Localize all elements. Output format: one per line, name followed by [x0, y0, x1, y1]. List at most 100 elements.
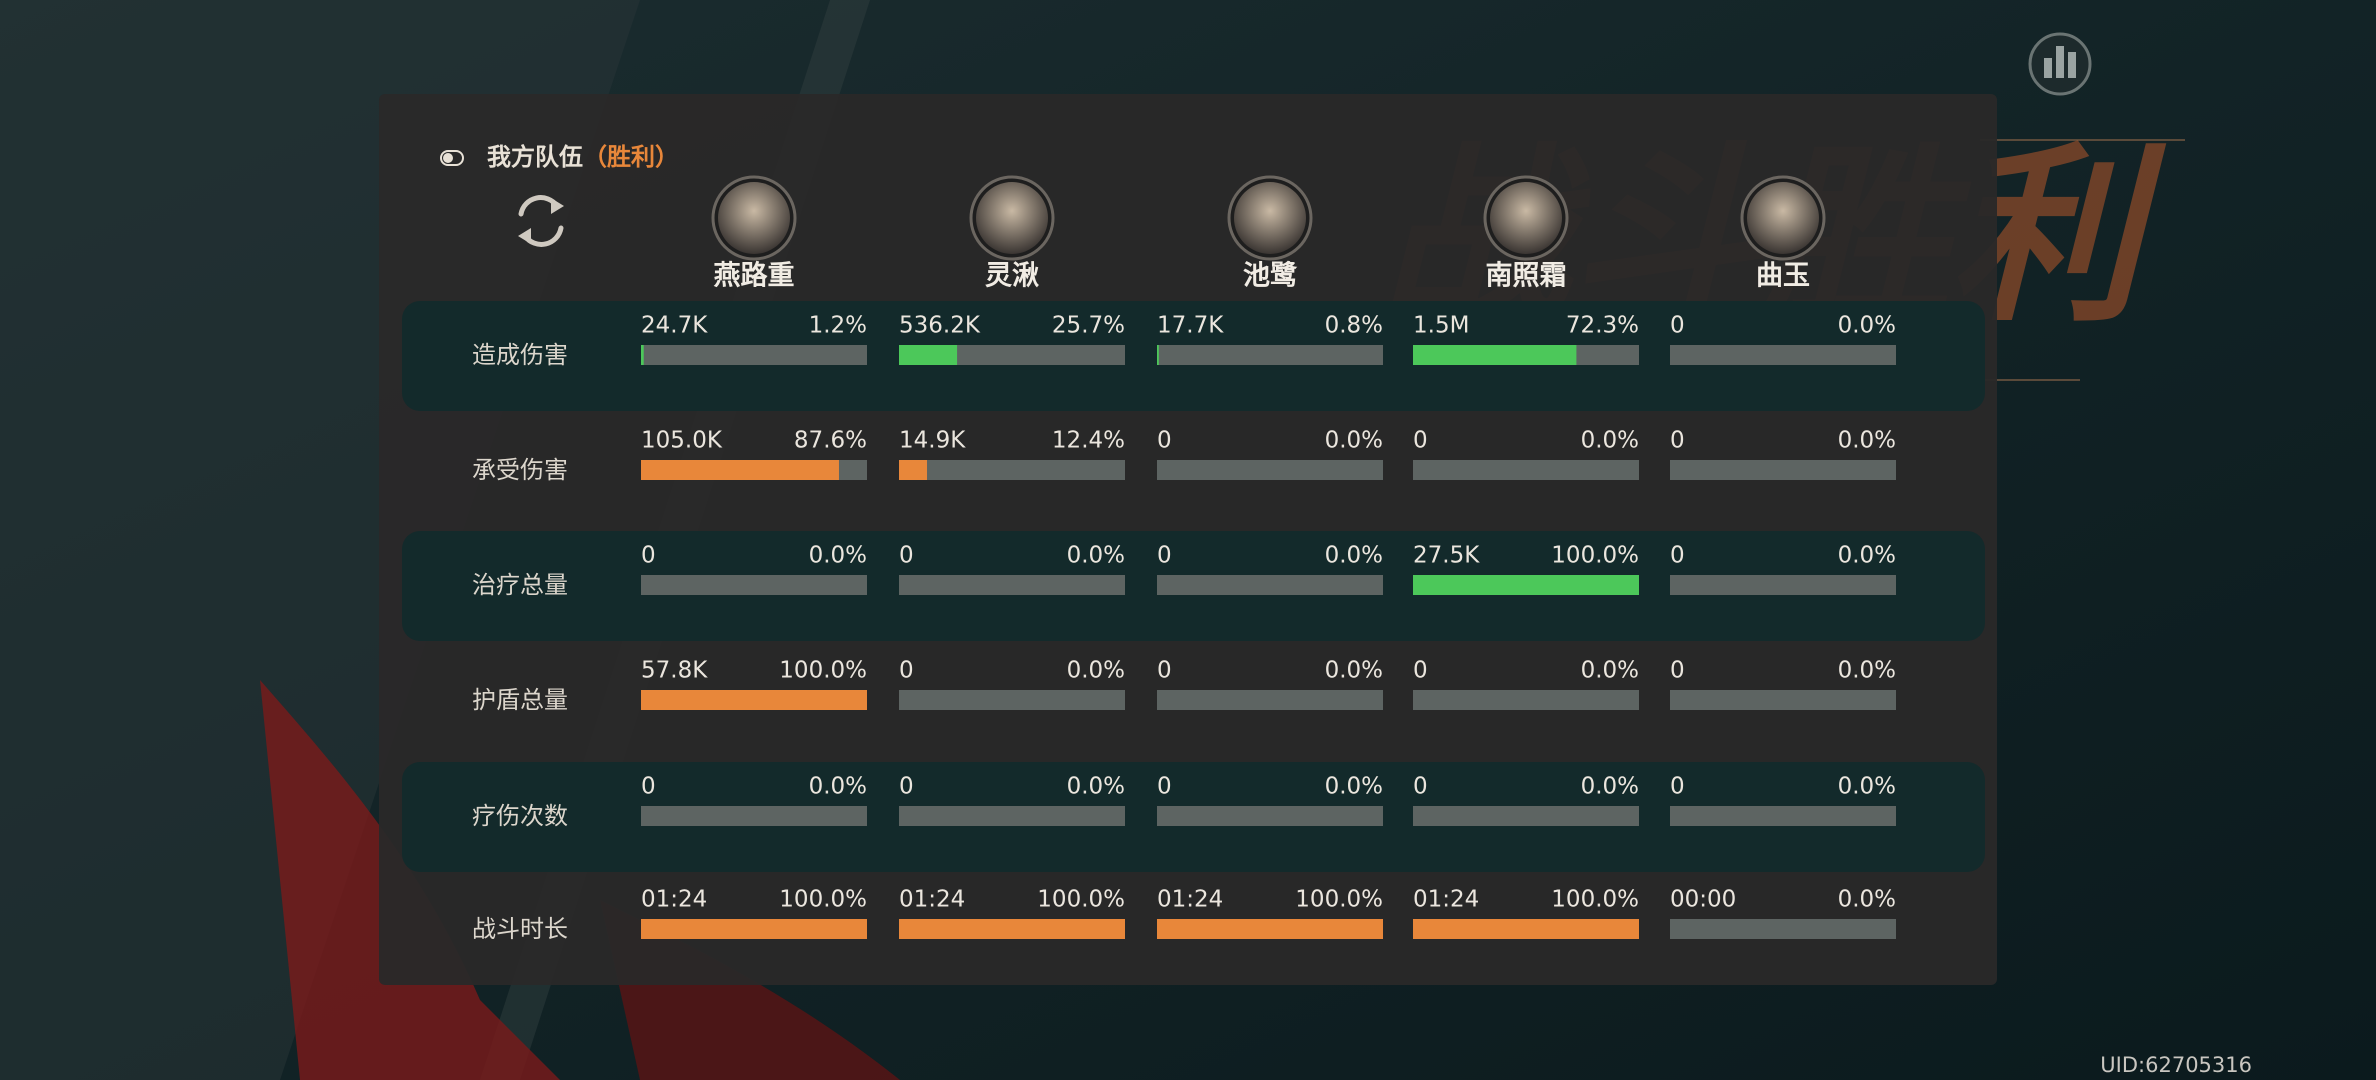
cell-value: 0 — [1413, 428, 1428, 454]
cell-value: 0 — [641, 774, 656, 800]
bar-fill — [641, 690, 867, 710]
cell-percent: 100.0% — [779, 887, 867, 913]
cell-value: 01:24 — [899, 887, 965, 913]
cell-value: 0 — [1670, 428, 1685, 454]
cell-value: 0 — [1413, 774, 1428, 800]
row-label: 造成伤害 — [472, 341, 568, 369]
cell-value: 0 — [1157, 658, 1172, 684]
cell-percent: 0.0% — [1838, 774, 1896, 800]
cell-value: 0 — [1670, 658, 1685, 684]
cell-percent: 100.0% — [779, 658, 867, 684]
refresh-button[interactable] — [518, 195, 564, 247]
bar-track — [1413, 690, 1639, 710]
avatar — [976, 182, 1048, 254]
cell-value: 0 — [1157, 774, 1172, 800]
bar-fill — [899, 345, 958, 365]
cell-value: 24.7K — [641, 313, 708, 339]
cell-value: 0 — [899, 658, 914, 684]
cell-value: 0 — [1157, 428, 1172, 454]
stats-icon-bar — [2056, 46, 2064, 78]
bar-track — [1157, 690, 1383, 710]
cell-value: 0 — [1413, 658, 1428, 684]
cell-percent: 100.0% — [1551, 887, 1639, 913]
bar-fill — [1157, 345, 1159, 365]
cell-value: 536.2K — [899, 313, 981, 339]
cell-percent: 12.4% — [1052, 428, 1125, 454]
team-name: 我方队伍 — [487, 143, 583, 171]
bar-track — [899, 575, 1125, 595]
cell-value: 0 — [1670, 313, 1685, 339]
cell-value: 0 — [1157, 543, 1172, 569]
cell-percent: 0.0% — [809, 543, 867, 569]
bar-track — [1157, 575, 1383, 595]
bar-track — [641, 345, 867, 365]
stats-icon-bar — [2068, 52, 2076, 78]
bar-track — [1670, 460, 1896, 480]
cell-value: 01:24 — [641, 887, 707, 913]
refresh-arrow — [551, 198, 564, 214]
cell-percent: 100.0% — [1551, 543, 1639, 569]
avatar — [1747, 182, 1819, 254]
cell-percent: 87.6% — [794, 428, 867, 454]
bar-track — [1157, 460, 1383, 480]
bar-fill — [1413, 345, 1577, 365]
cell-percent: 0.0% — [1067, 658, 1125, 684]
character-name: 曲玉 — [1756, 261, 1810, 292]
bar-fill — [641, 919, 867, 939]
cell-value: 57.8K — [641, 658, 708, 684]
stats-button[interactable] — [2028, 32, 2092, 96]
row-label: 战斗时长 — [472, 915, 568, 943]
cell-percent: 0.0% — [1067, 543, 1125, 569]
bar-track — [899, 460, 1125, 480]
cell-percent: 100.0% — [1295, 887, 1383, 913]
character-name: 南照霜 — [1486, 261, 1567, 292]
bar-track — [899, 806, 1125, 826]
bar-fill — [899, 919, 1125, 939]
cell-percent: 100.0% — [1037, 887, 1125, 913]
bar-fill — [1413, 575, 1639, 595]
bar-track — [1413, 460, 1639, 480]
row-label: 护盾总量 — [472, 686, 568, 714]
bar-track — [1670, 806, 1896, 826]
cell-value: 01:24 — [1157, 887, 1223, 913]
bar-fill — [1157, 919, 1383, 939]
avatar — [1234, 182, 1306, 254]
bar-fill — [899, 460, 928, 480]
bar-track — [1670, 690, 1896, 710]
cell-value: 0 — [1670, 774, 1685, 800]
team-title: 我方队伍（胜利） — [487, 143, 679, 171]
bar-track — [1157, 345, 1383, 365]
cell-value: 105.0K — [641, 428, 723, 454]
bar-track — [1670, 919, 1896, 939]
cell-percent: 0.0% — [1325, 543, 1383, 569]
bar-fill — [641, 345, 644, 365]
bar-track — [1670, 345, 1896, 365]
cell-value: 01:24 — [1413, 887, 1479, 913]
avatar — [1490, 182, 1562, 254]
bar-track — [641, 806, 867, 826]
cell-value: 0 — [1670, 543, 1685, 569]
avatar — [718, 182, 790, 254]
stats-icon-bar — [2044, 58, 2052, 78]
cell-percent: 0.0% — [1325, 774, 1383, 800]
cell-percent: 0.0% — [1838, 313, 1896, 339]
cell-value: 0 — [899, 543, 914, 569]
cell-percent: 0.0% — [1581, 428, 1639, 454]
cell-value: 00:00 — [1670, 887, 1736, 913]
row-label: 承受伤害 — [472, 456, 568, 484]
character-name: 灵湫 — [985, 261, 1039, 292]
team-icon — [440, 150, 464, 166]
cell-percent: 0.0% — [1581, 774, 1639, 800]
cell-value: 14.9K — [899, 428, 966, 454]
cell-percent: 1.2% — [809, 313, 867, 339]
bar-fill — [1413, 919, 1639, 939]
cell-percent: 72.3% — [1566, 313, 1639, 339]
row-label: 治疗总量 — [472, 571, 568, 599]
cell-percent: 0.8% — [1325, 313, 1383, 339]
bar-track — [641, 575, 867, 595]
cell-percent: 0.0% — [1067, 774, 1125, 800]
battle-result: （胜利） — [583, 143, 679, 171]
character-name: 池鹭 — [1243, 261, 1298, 292]
row-label: 疗伤次数 — [472, 802, 568, 830]
